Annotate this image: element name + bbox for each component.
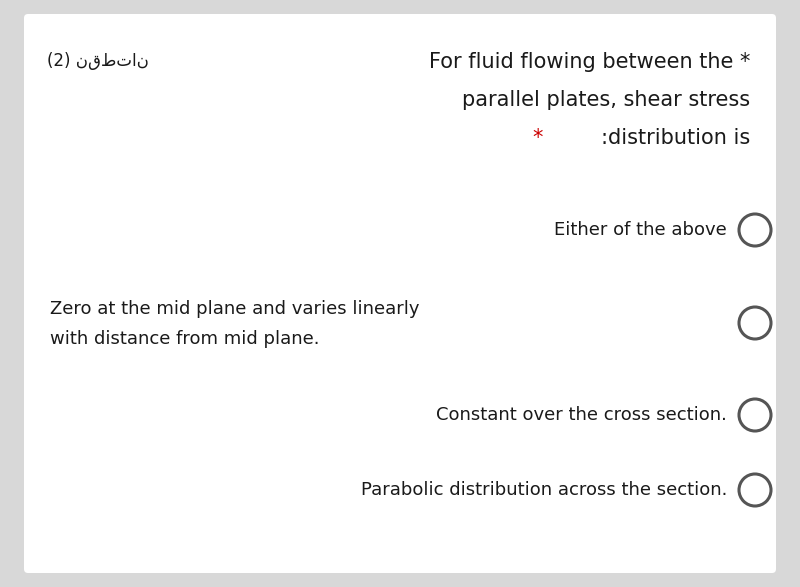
Text: Constant over the cross section.: Constant over the cross section. [436,406,727,424]
Text: (2) نقطتان: (2) نقطتان [47,52,149,70]
Text: Either of the above: Either of the above [554,221,727,239]
Text: Zero at the mid plane and varies linearly: Zero at the mid plane and varies linearl… [50,300,419,318]
Text: Parabolic distribution across the section.: Parabolic distribution across the sectio… [361,481,727,499]
FancyBboxPatch shape [24,14,776,573]
Text: *: * [533,128,550,148]
Text: :distribution is: :distribution is [601,128,750,148]
Text: with distance from mid plane.: with distance from mid plane. [50,330,319,348]
Text: For fluid flowing between the *: For fluid flowing between the * [429,52,750,72]
Text: parallel plates, shear stress: parallel plates, shear stress [462,90,750,110]
